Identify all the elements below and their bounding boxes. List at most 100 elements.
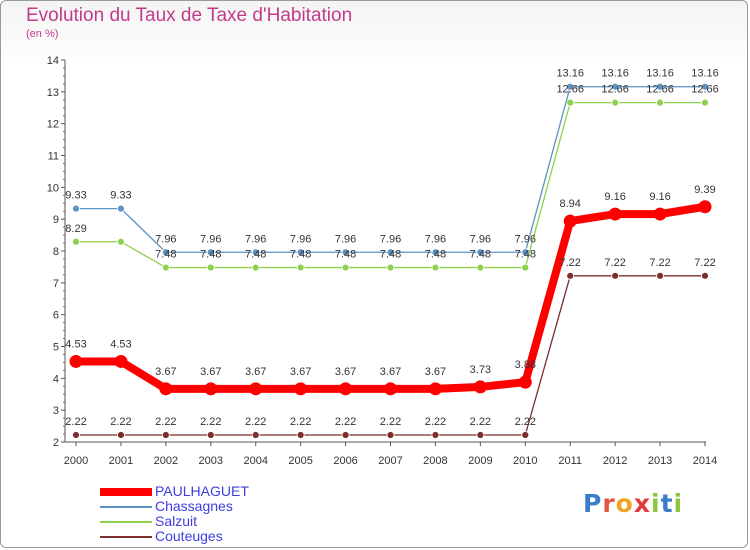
y-tick-label: 11: [48, 151, 59, 163]
data-point: [206, 263, 215, 272]
data-label: 7.48: [335, 249, 356, 261]
data-point: [341, 263, 350, 272]
data-label: 13.16: [691, 68, 719, 80]
legend-swatch: [100, 488, 152, 496]
data-point: [161, 263, 170, 272]
data-label: 7.48: [470, 249, 491, 261]
data-label: 2.22: [515, 416, 536, 428]
proxiti-logo: Proxiti: [583, 489, 683, 518]
x-tick-label: 2005: [288, 455, 312, 467]
x-tick-label: 2004: [243, 455, 267, 467]
data-label: 3.67: [380, 366, 401, 378]
logo-letter: i: [651, 489, 661, 518]
data-label: 2.22: [65, 416, 86, 428]
data-point: [384, 382, 397, 396]
data-label: 8.29: [65, 223, 86, 235]
data-label: 12.66: [691, 84, 719, 96]
x-tick-label: 2013: [648, 455, 672, 467]
y-tick-label: 2: [53, 437, 59, 449]
x-tick-label: 2007: [378, 455, 402, 467]
data-label: 7.22: [694, 257, 715, 269]
data-label: 3.67: [425, 366, 446, 378]
data-point: [251, 431, 260, 439]
data-label: 7.96: [515, 233, 536, 245]
data-label: 13.16: [646, 68, 674, 80]
data-point: [611, 82, 620, 91]
data-label: 12.66: [556, 84, 584, 96]
data-label: 9.16: [604, 191, 625, 203]
legend-swatch: [100, 506, 152, 508]
data-label: 7.48: [425, 249, 446, 261]
data-label: 3.67: [335, 366, 356, 378]
data-point: [611, 271, 620, 280]
y-tick-label: 13: [47, 87, 59, 99]
data-label: 8.94: [560, 198, 581, 210]
data-point: [117, 204, 125, 213]
data-label: 7.96: [470, 233, 491, 245]
logo-letter: x: [633, 489, 651, 518]
x-tick-label: 2012: [603, 455, 627, 467]
data-point: [69, 354, 83, 368]
data-label: 9.16: [649, 191, 670, 203]
data-point: [249, 382, 263, 396]
data-point: [206, 431, 215, 439]
data-label: 7.48: [155, 249, 176, 261]
data-label: 9.39: [694, 184, 715, 196]
y-tick-label: 10: [47, 182, 59, 194]
data-point: [296, 263, 305, 272]
data-point: [431, 431, 440, 439]
data-label: 7.48: [290, 249, 311, 261]
data-label: 13.16: [556, 68, 584, 80]
data-label: 7.48: [200, 249, 221, 261]
data-label: 7.96: [200, 233, 221, 245]
logo-letter: t: [660, 489, 674, 518]
data-label: 4.53: [65, 338, 86, 350]
logo-letter: i: [673, 489, 684, 518]
data-label: 7.96: [425, 233, 446, 245]
data-point: [204, 382, 218, 396]
logo-letter: o: [615, 489, 634, 518]
data-label: 7.22: [649, 257, 670, 269]
data-point: [296, 248, 305, 257]
data-point: [251, 263, 260, 272]
y-tick-label: 8: [53, 246, 59, 258]
data-point: [476, 431, 485, 439]
data-point: [161, 248, 170, 257]
series-line-chassagnes: [76, 86, 705, 253]
data-label: 7.48: [515, 249, 536, 261]
chart-subtitle: (en %): [26, 28, 59, 40]
x-tick-label: 2010: [513, 455, 537, 467]
y-tick-label: 9: [53, 214, 59, 226]
data-point: [159, 382, 173, 396]
data-point: [566, 271, 575, 280]
data-label: 7.96: [290, 233, 311, 245]
data-point: [428, 382, 442, 396]
data-point: [117, 431, 125, 439]
data-label: 9.33: [65, 190, 86, 202]
data-point: [72, 237, 80, 246]
data-label: 7.22: [604, 257, 625, 269]
legend-swatch: [100, 536, 152, 538]
y-tick-label: 12: [47, 119, 59, 131]
chart-title: Evolution du Taux de Taxe d'Habitation: [26, 5, 353, 26]
y-tick-label: 4: [53, 373, 59, 385]
data-label: 2.22: [155, 416, 176, 428]
data-point: [431, 263, 440, 272]
y-tick-label: 6: [53, 310, 59, 322]
data-point: [656, 82, 664, 91]
data-point: [473, 380, 487, 394]
data-point: [521, 431, 530, 439]
data-point: [296, 431, 305, 439]
data-point: [386, 263, 395, 272]
data-point: [656, 98, 664, 107]
data-label: 7.48: [380, 249, 401, 261]
data-label: 3.67: [290, 366, 311, 378]
x-tick-label: 2001: [109, 455, 133, 467]
data-label: 3.73: [470, 364, 491, 376]
data-point: [521, 248, 530, 257]
data-point: [339, 382, 353, 396]
data-label: 2.22: [425, 416, 446, 428]
data-point: [294, 382, 308, 396]
